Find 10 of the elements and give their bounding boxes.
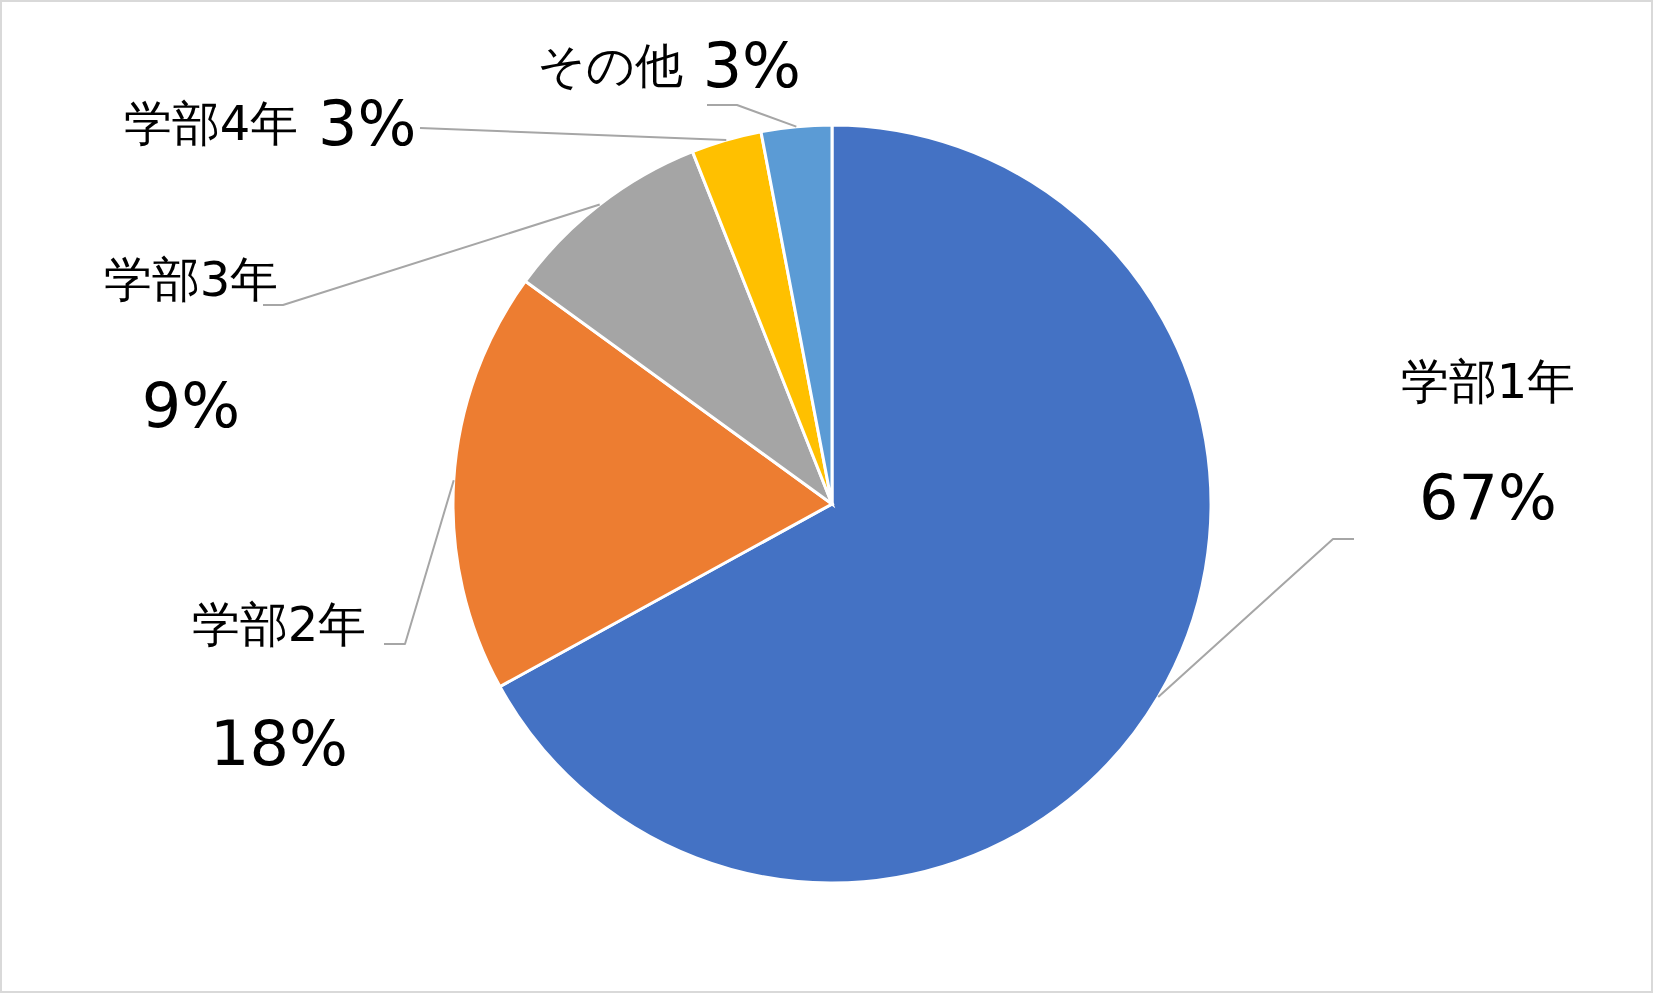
slice-label: その他 <box>536 37 683 93</box>
slice-label: 学部3年 <box>103 251 279 307</box>
slice-label: 学部2年 <box>191 596 367 652</box>
data-label: 18% <box>210 706 348 780</box>
data-label: 3% <box>317 86 417 160</box>
data-label: 67% <box>1419 460 1557 534</box>
slice-label: 学部1年 <box>1400 353 1576 409</box>
slice-label: 学部4年 <box>123 95 299 151</box>
data-label: 9% <box>141 368 241 442</box>
data-label: 3% <box>702 28 802 102</box>
